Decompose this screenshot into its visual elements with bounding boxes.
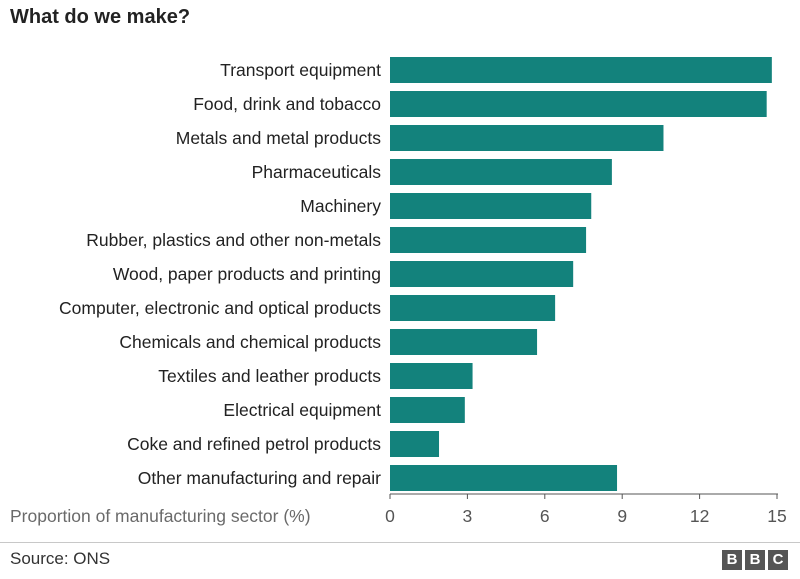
- bar: [390, 363, 473, 389]
- bar: [390, 397, 465, 423]
- x-axis-title: Proportion of manufacturing sector (%): [10, 506, 311, 526]
- bbc-logo-letter: B: [745, 550, 765, 570]
- category-label: Pharmaceuticals: [252, 162, 382, 182]
- category-label: Transport equipment: [220, 60, 381, 80]
- category-label: Electrical equipment: [223, 400, 381, 420]
- bar: [390, 431, 440, 457]
- category-label: Other manufacturing and repair: [138, 468, 381, 488]
- bar: [390, 91, 767, 117]
- bar: [390, 465, 618, 491]
- bar-chart: Transport equipment Food, drink and tobac…: [10, 57, 787, 526]
- x-tick-label: 9: [617, 506, 627, 526]
- category-label: Chemicals and chemical products: [119, 332, 381, 352]
- bar: [390, 227, 587, 253]
- bar: [390, 329, 538, 355]
- bar: [390, 125, 664, 151]
- category-label: Wood, paper products and printing: [113, 264, 381, 284]
- bar: [390, 261, 574, 287]
- x-tick-label: 6: [540, 506, 550, 526]
- bar: [390, 159, 612, 185]
- bbc-logo-letter: B: [722, 550, 742, 570]
- source-note: Source: ONS: [10, 549, 111, 568]
- bar: [390, 193, 592, 219]
- bbc-logo-letter: C: [768, 550, 788, 570]
- category-label: Food, drink and tobacco: [193, 94, 381, 114]
- footer-divider: [0, 542, 800, 543]
- bbc-logo: B B C: [722, 550, 788, 570]
- bar: [390, 295, 556, 321]
- category-label: Machinery: [300, 196, 381, 216]
- bar: [390, 57, 772, 83]
- chart-title: What do we make?: [10, 6, 191, 28]
- x-tick-label: 3: [463, 506, 473, 526]
- x-tick-label: 15: [767, 506, 786, 526]
- category-label: Textiles and leather products: [158, 366, 381, 386]
- category-label: Rubber, plastics and other non-metals: [86, 230, 381, 250]
- category-label: Metals and metal products: [176, 128, 381, 148]
- x-tick-label: 0: [385, 506, 395, 526]
- category-label: Computer, electronic and optical product…: [59, 298, 381, 318]
- category-label: Coke and refined petrol products: [127, 434, 381, 454]
- x-tick-label: 12: [690, 506, 709, 526]
